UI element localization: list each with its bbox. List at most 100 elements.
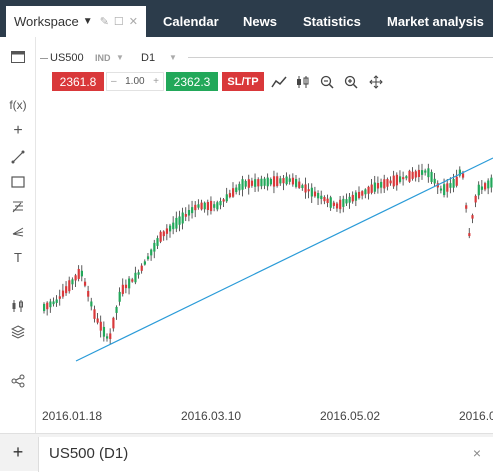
window-icon[interactable]: ☐ <box>113 16 124 28</box>
nav-calendar[interactable]: Calendar <box>163 14 219 29</box>
candle-body <box>414 171 417 178</box>
candle-body <box>269 178 272 185</box>
candle-body <box>304 184 307 193</box>
workspace-tab[interactable]: Workspace ▼ ✎ ☐ ✕ <box>6 6 146 37</box>
candle-body <box>118 291 121 302</box>
candle-body <box>402 177 405 180</box>
close-icon[interactable]: ✕ <box>128 16 139 28</box>
candle-body <box>128 278 131 289</box>
nav-news[interactable]: News <box>243 14 277 29</box>
chart-tab[interactable]: US500 (D1) × <box>38 437 493 472</box>
x-axis-label: 2016.0 <box>459 409 493 423</box>
candle-body <box>477 184 480 196</box>
share-icon[interactable] <box>8 371 28 391</box>
candle-body <box>169 225 172 232</box>
edit-icon[interactable]: ✎ <box>99 16 109 28</box>
candle-body <box>43 303 46 312</box>
chevron-down-icon[interactable]: ▼ <box>82 16 93 27</box>
x-axis-label: 2016.03.10 <box>181 409 242 423</box>
candle-body <box>282 178 285 184</box>
move-icon[interactable] <box>367 72 385 91</box>
zoom-in-icon[interactable] <box>342 72 360 91</box>
candle-body <box>313 191 317 197</box>
candle-body <box>90 301 93 307</box>
trendline-icon[interactable] <box>8 147 28 167</box>
sell-button[interactable]: 2361.8 <box>52 72 104 91</box>
candle-body <box>216 202 219 210</box>
candle-body <box>449 183 452 188</box>
fibonacci-icon[interactable] <box>8 197 28 217</box>
trendline[interactable] <box>75 157 493 362</box>
candle-body <box>146 256 150 260</box>
layers-icon[interactable] <box>8 322 28 342</box>
candle-body <box>342 198 345 207</box>
rectangle-icon[interactable] <box>8 172 28 192</box>
candle-body <box>279 178 282 184</box>
header-divider <box>188 57 493 58</box>
nav-market-analysis[interactable]: Market analysis <box>387 14 484 29</box>
text-icon[interactable]: T <box>14 249 22 265</box>
symbol-selector[interactable]: US500 <box>50 52 84 64</box>
candle-body <box>351 194 354 202</box>
candle-body <box>411 171 414 179</box>
candle-body <box>257 179 260 187</box>
candle-body <box>219 200 222 206</box>
candle-body <box>433 178 436 184</box>
candle-body <box>197 204 200 208</box>
candle-body <box>106 336 109 339</box>
candle-body <box>395 174 398 186</box>
timeframe-selector[interactable]: D1 <box>141 52 156 64</box>
candle-body <box>112 317 115 329</box>
candle-body <box>354 192 358 201</box>
candle-body <box>263 178 266 186</box>
chevron-down-icon[interactable]: ▼ <box>169 53 177 62</box>
chevron-down-icon[interactable]: ▼ <box>116 53 124 62</box>
candle-body <box>184 214 187 217</box>
add-chart-button[interactable]: + <box>12 441 24 462</box>
line-chart-icon[interactable] <box>270 72 288 91</box>
candle-body <box>52 301 55 305</box>
candle-body <box>80 270 83 277</box>
candle-body <box>65 286 68 294</box>
indicators-icon[interactable] <box>8 296 28 316</box>
qty-decrease-button[interactable]: – <box>111 76 117 87</box>
candle-body <box>367 186 370 194</box>
crosshair-icon[interactable]: + <box>13 122 23 139</box>
qty-value[interactable]: 1.00 <box>125 76 145 87</box>
sl-tp-button[interactable]: SL/TP <box>222 72 264 91</box>
price-chart[interactable] <box>36 96 493 406</box>
pitchfork-icon[interactable] <box>8 222 28 242</box>
candle-body <box>187 209 191 216</box>
buy-button[interactable]: 2362.3 <box>166 72 218 91</box>
candle-body <box>298 181 301 188</box>
candle-body <box>329 197 332 208</box>
chart-header: US500 IND ▼ D1 ▼ <box>36 44 493 70</box>
function-icon[interactable]: f(x) <box>9 98 27 112</box>
candle-body <box>345 199 348 204</box>
candle-body <box>310 187 313 197</box>
candle-body <box>68 280 71 292</box>
nav-statistics[interactable]: Statistics <box>303 14 361 29</box>
candle-body <box>458 169 461 176</box>
candle-body <box>137 272 140 275</box>
indicator-selector[interactable]: IND <box>95 53 111 63</box>
candle-body <box>358 191 361 199</box>
candle-body <box>389 180 392 184</box>
close-icon[interactable]: × <box>472 445 481 461</box>
candle-body <box>480 186 484 190</box>
candle-body <box>49 301 52 308</box>
qty-increase-button[interactable]: + <box>153 76 159 87</box>
candle-body <box>83 281 87 286</box>
candle-body <box>238 183 241 191</box>
zoom-out-icon[interactable] <box>318 72 336 91</box>
candle-body <box>232 188 235 197</box>
candle-body <box>109 333 112 339</box>
candle-body <box>175 217 178 229</box>
candle-body <box>443 184 446 196</box>
candle-body <box>320 195 323 200</box>
quantity-stepper[interactable]: – 1.00 + <box>106 72 164 91</box>
candlestick-icon[interactable] <box>294 72 312 91</box>
top-navigation-bar: Workspace ▼ ✎ ☐ ✕ Calendar News Statisti… <box>0 0 493 37</box>
candle-body <box>373 182 376 192</box>
window-layout-icon[interactable] <box>8 47 28 67</box>
